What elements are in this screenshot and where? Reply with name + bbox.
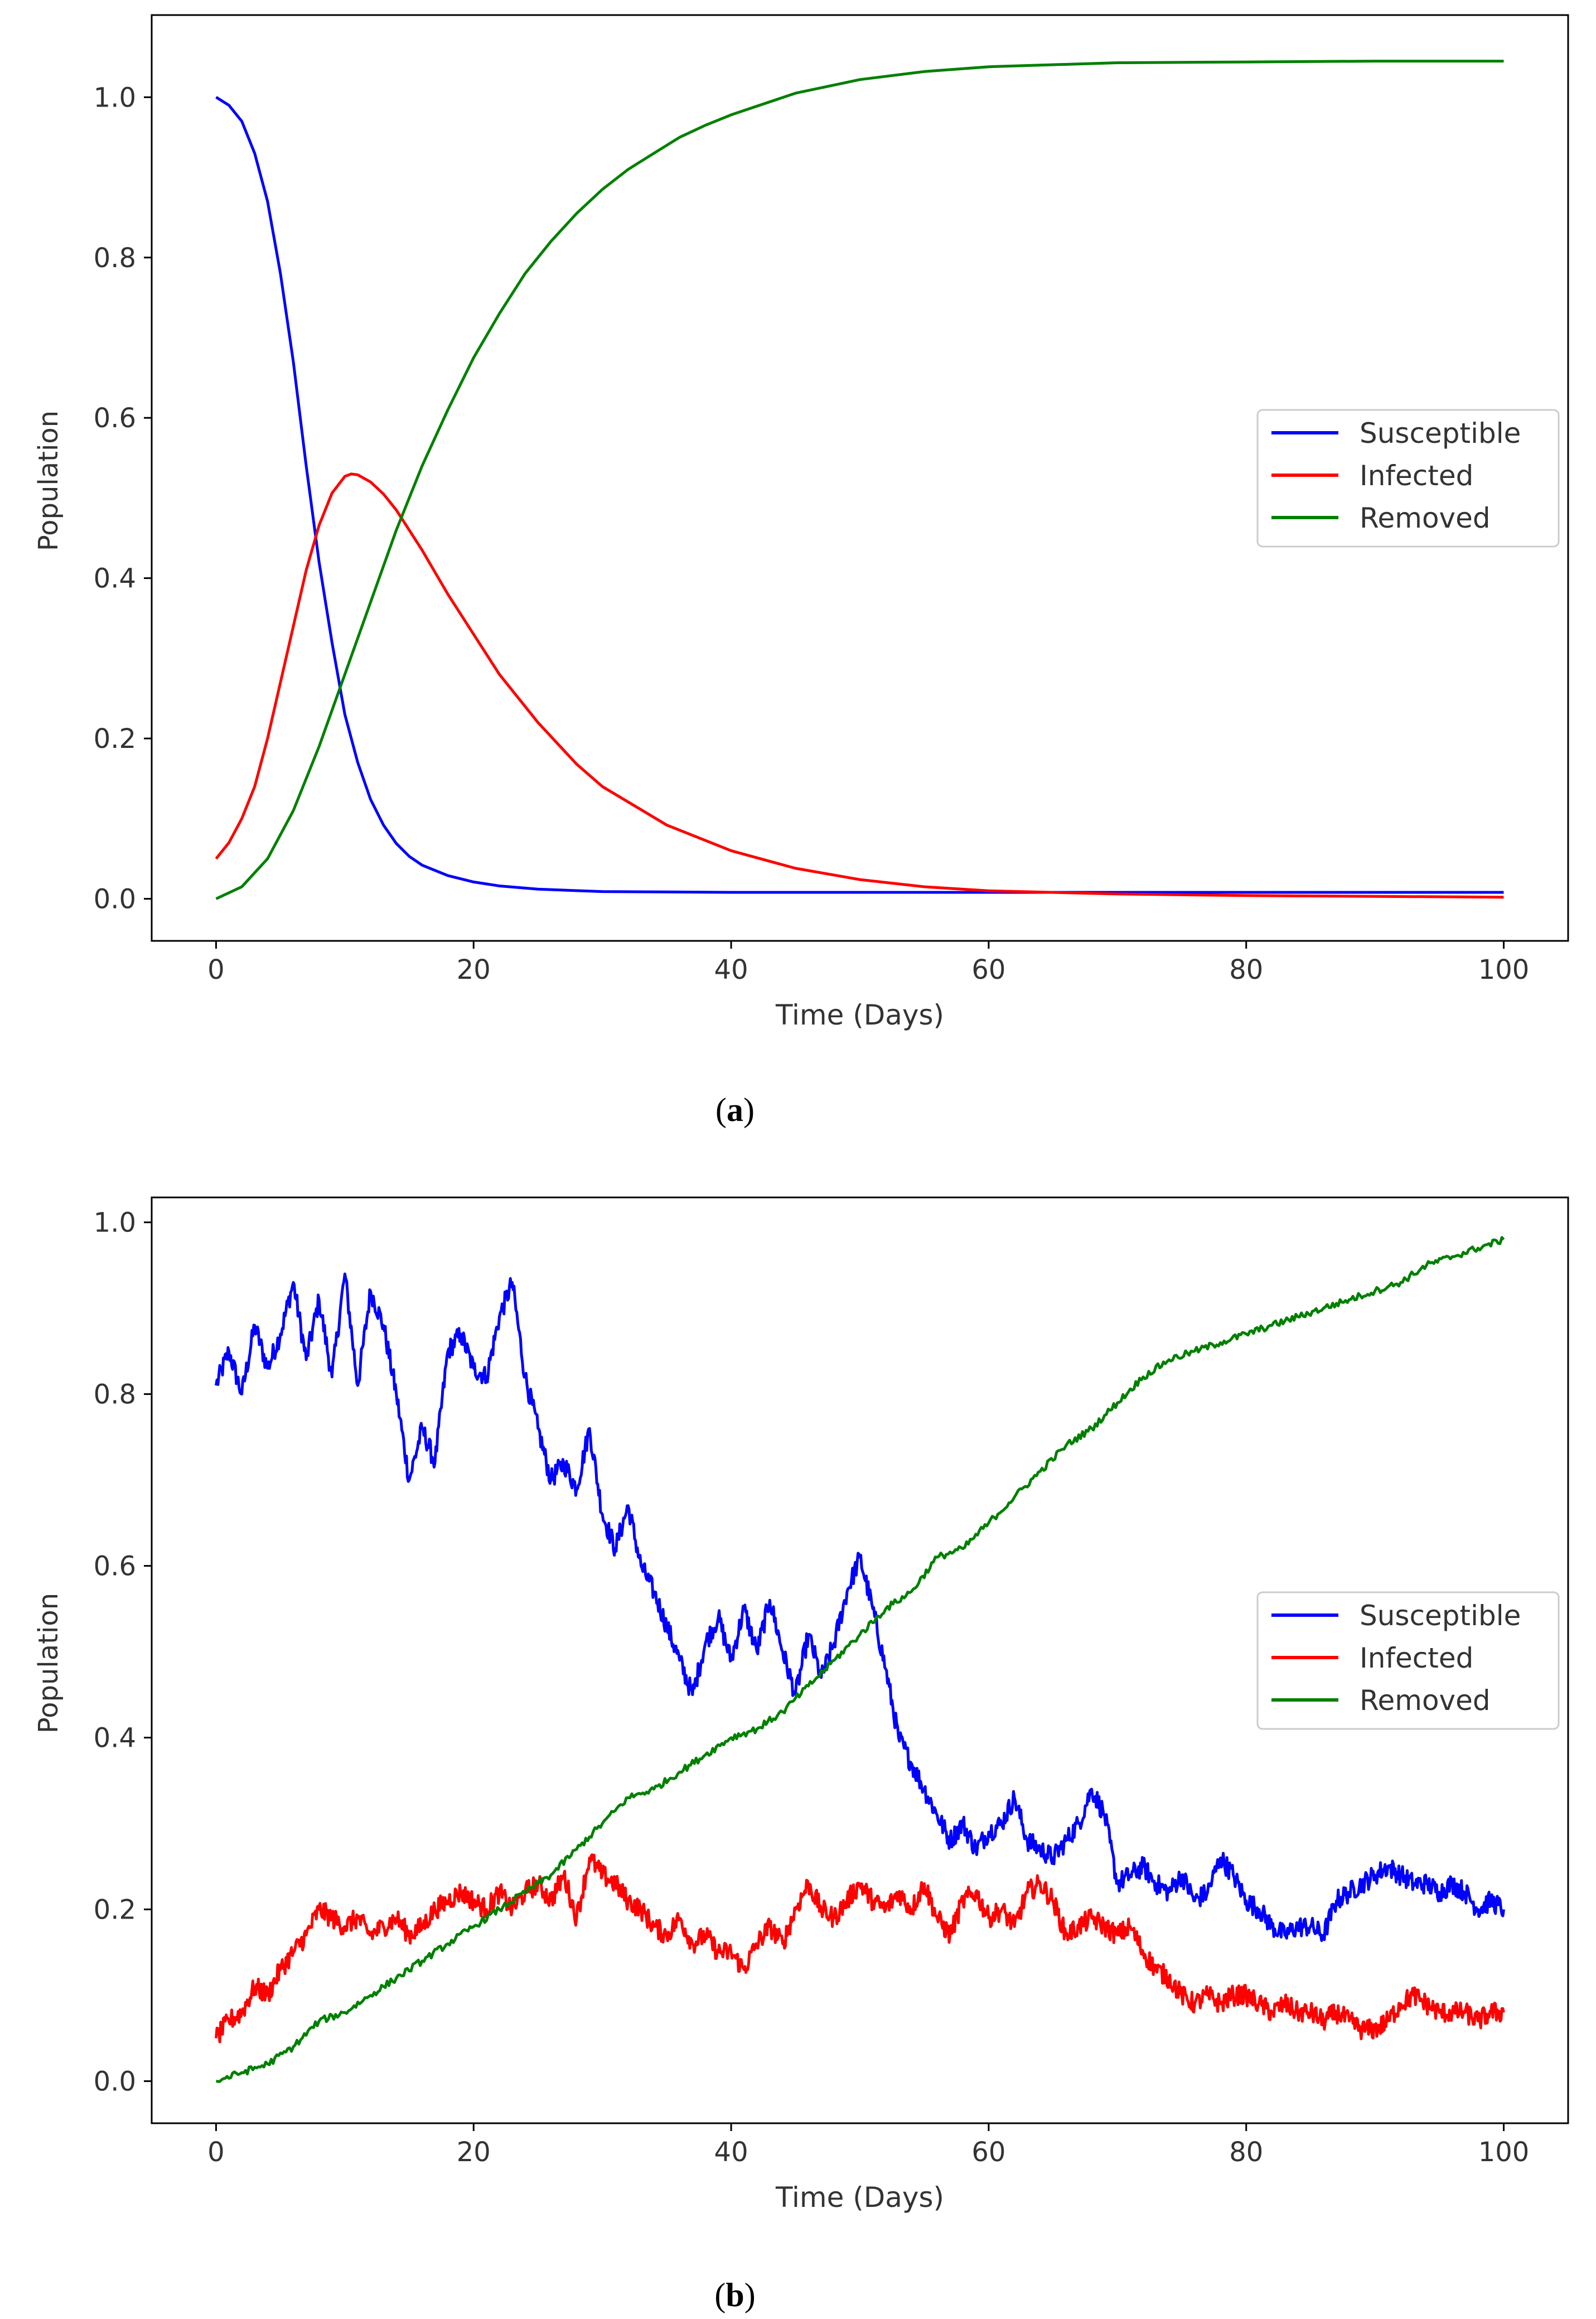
y-tick-label: 1.0 bbox=[94, 1207, 136, 1239]
y-axis-label: Population bbox=[33, 1593, 64, 1733]
panel-caption-a: (a) bbox=[715, 1091, 755, 1128]
legend-label-infected: Infected bbox=[1360, 1642, 1473, 1674]
legend-label-removed: Removed bbox=[1360, 1684, 1491, 1717]
legend-label-removed: Removed bbox=[1360, 502, 1491, 534]
panel-b: 0.0 0.2 0.4 0.6 0.8 1.0 0 20 40 60 80 100 Populati… bbox=[33, 1196, 1569, 2313]
x-ticks: 0 20 40 60 80 100 bbox=[207, 2123, 1529, 2168]
legend-box bbox=[1256, 409, 1560, 548]
y-tick-label: 0.4 bbox=[94, 1723, 136, 1754]
legend: Susceptible Infected Removed bbox=[1256, 1591, 1560, 1730]
x-tick-label: 80 bbox=[1229, 2137, 1263, 2168]
panel-a: 0.0 0.2 0.4 0.6 0.8 1.0 0 20 40 60 80 100 Populati… bbox=[33, 14, 1569, 1128]
series-layer bbox=[215, 1236, 1505, 2083]
series-line-removed bbox=[215, 60, 1504, 900]
x-tick-label: 40 bbox=[714, 2137, 748, 2168]
y-tick-label: 0.6 bbox=[94, 1551, 136, 1582]
y-tick-label: 0.2 bbox=[94, 1895, 136, 1926]
series-line-susceptible bbox=[215, 1272, 1505, 1943]
y-ticks: 0.0 0.2 0.4 0.6 0.8 1.0 bbox=[94, 82, 152, 915]
legend-label-susceptible: Susceptible bbox=[1360, 1600, 1521, 1632]
plot-frame bbox=[151, 1196, 1569, 2124]
y-tick-label: 1.0 bbox=[94, 82, 136, 113]
plot-frame bbox=[151, 14, 1569, 942]
x-tick-label: 0 bbox=[207, 2137, 225, 2168]
x-tick-label: 0 bbox=[207, 954, 225, 985]
x-tick-label: 80 bbox=[1229, 954, 1263, 985]
x-ticks: 0 20 40 60 80 100 bbox=[207, 941, 1529, 985]
series-line-susceptible bbox=[215, 96, 1504, 894]
x-tick-label: 60 bbox=[971, 2137, 1005, 2168]
legend-label-infected: Infected bbox=[1360, 460, 1473, 492]
y-tick-label: 0.2 bbox=[94, 723, 136, 755]
x-tick-label: 100 bbox=[1478, 954, 1530, 985]
x-tick-label: 100 bbox=[1478, 2137, 1530, 2168]
x-axis-label: Time (Days) bbox=[775, 2181, 944, 2214]
y-axis-label: Population bbox=[33, 410, 64, 551]
series-line-removed bbox=[216, 1236, 1505, 2083]
series-line-infected bbox=[215, 1853, 1505, 2043]
series-layer bbox=[215, 60, 1504, 900]
legend: Susceptible Infected Removed bbox=[1256, 409, 1560, 548]
y-tick-label: 0.8 bbox=[94, 1379, 136, 1410]
legend-label-susceptible: Susceptible bbox=[1360, 417, 1521, 450]
y-tick-label: 0.4 bbox=[94, 563, 136, 595]
panel-caption-b: (b) bbox=[714, 2277, 755, 2313]
y-tick-label: 0.8 bbox=[94, 243, 136, 274]
y-tick-label: 0.0 bbox=[94, 2066, 136, 2098]
legend-box bbox=[1256, 1591, 1560, 1730]
y-ticks: 0.0 0.2 0.4 0.6 0.8 1.0 bbox=[94, 1207, 152, 2098]
x-tick-label: 20 bbox=[457, 954, 491, 985]
x-axis-label: Time (Days) bbox=[775, 999, 944, 1031]
x-tick-label: 40 bbox=[714, 954, 748, 985]
y-tick-label: 0.6 bbox=[94, 403, 136, 434]
x-tick-label: 20 bbox=[457, 2137, 491, 2168]
x-tick-label: 60 bbox=[971, 954, 1005, 985]
y-tick-label: 0.0 bbox=[94, 884, 136, 915]
series-line-infected bbox=[215, 472, 1504, 899]
